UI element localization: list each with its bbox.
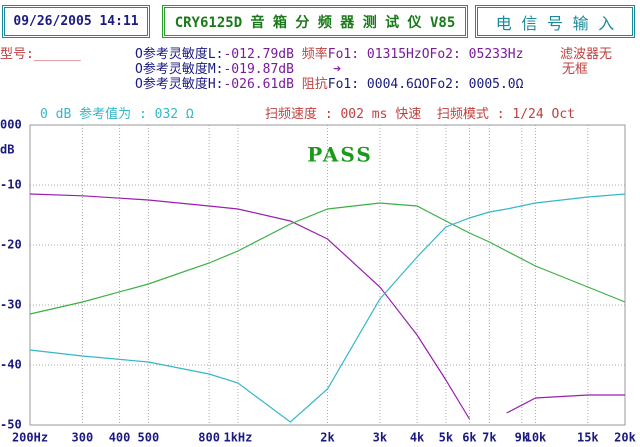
- x-tick-label: 4k: [410, 431, 425, 445]
- filter-status: 滤波器无: [560, 47, 613, 62]
- row-label: O参考灵敏度L:: [135, 47, 224, 62]
- row-value: -012.79dB: [223, 47, 294, 62]
- param-value: Fo1: 01315HzOFo2: 05233Hz: [327, 47, 524, 62]
- x-tick-label: 800: [198, 431, 220, 445]
- filter-status: 无框: [562, 62, 589, 77]
- input-button-label[interactable]: 电 信 号 输 入: [495, 13, 615, 33]
- param-label: 阻抗: [301, 77, 328, 92]
- x-tick-label: 3k: [373, 431, 388, 445]
- row-label: O参考灵敏度M:: [135, 62, 224, 77]
- x-tick-label: 15k: [577, 431, 599, 445]
- x-tick-label: 200Hz: [12, 431, 48, 445]
- series-line: [29, 193, 625, 420]
- title: CRY6125D 音 箱 分 频 器 测 试 仪 V85: [174, 14, 456, 31]
- y-tick-label: -30: [0, 298, 22, 312]
- input-button[interactable]: 电 信 号 输 入: [475, 5, 635, 38]
- arrow: ➜: [333, 62, 341, 77]
- model: 型号:______: [0, 47, 81, 62]
- y-unit: dB: [0, 143, 14, 157]
- x-tick-label: 7k: [482, 431, 497, 445]
- row-value: -019.87dB: [223, 62, 294, 77]
- title-box: CRY6125D 音 箱 分 频 器 测 试 仪 V85: [162, 5, 468, 38]
- row-label: O参考灵敏度H:: [135, 77, 224, 92]
- x-tick-label: 2k: [320, 431, 335, 445]
- param-label: 频率: [301, 47, 328, 62]
- datetime-box: 09/26/2005 14:11: [2, 5, 150, 38]
- x-tick-label: 9k: [515, 431, 530, 445]
- row: O参考灵敏度M:-019.87dB ➜: [135, 62, 341, 77]
- datetime: 09/26/2005 14:11: [13, 14, 139, 29]
- param-value: Fo1: 0004.6ΩOFo2: 0005.0Ω: [327, 77, 524, 92]
- x-tick-label: 300: [72, 431, 94, 445]
- y-tick-label: -50: [0, 418, 22, 432]
- pass-annotation: PASS: [307, 143, 373, 167]
- x-tick-label: 5k: [439, 431, 454, 445]
- x-tick-label: 10k: [525, 431, 547, 445]
- row: O参考灵敏度L:-012.79dB 频率Fo1: 01315HzOFo2: 05…: [135, 47, 523, 62]
- series-line: [29, 202, 626, 315]
- x-tick-label: 20k: [614, 431, 636, 445]
- y-tick-label: -20: [0, 238, 22, 252]
- x-tick-label: 500: [138, 431, 160, 445]
- reference: 0 dB 参考值为 : 032 Ω: [40, 107, 194, 122]
- x-tick-label: 1kHz: [223, 431, 252, 445]
- x-tick-label: 6k: [462, 431, 477, 445]
- plot-frame: [29, 124, 626, 426]
- x-tick-label: 400: [109, 431, 131, 445]
- y-tick-label: -10: [0, 178, 22, 192]
- y-tick-label: 000: [0, 118, 22, 132]
- sweep: 扫频速度 : 002 ms 快速 扫频模式 : 1/24 Oct: [265, 107, 576, 122]
- row-value: -026.61dB: [223, 77, 294, 92]
- row: O参考灵敏度H:-026.61dB 阻抗Fo1: 0004.6ΩOFo2: 00…: [135, 77, 523, 92]
- series-line: [29, 193, 626, 423]
- y-tick-label: -40: [0, 358, 22, 372]
